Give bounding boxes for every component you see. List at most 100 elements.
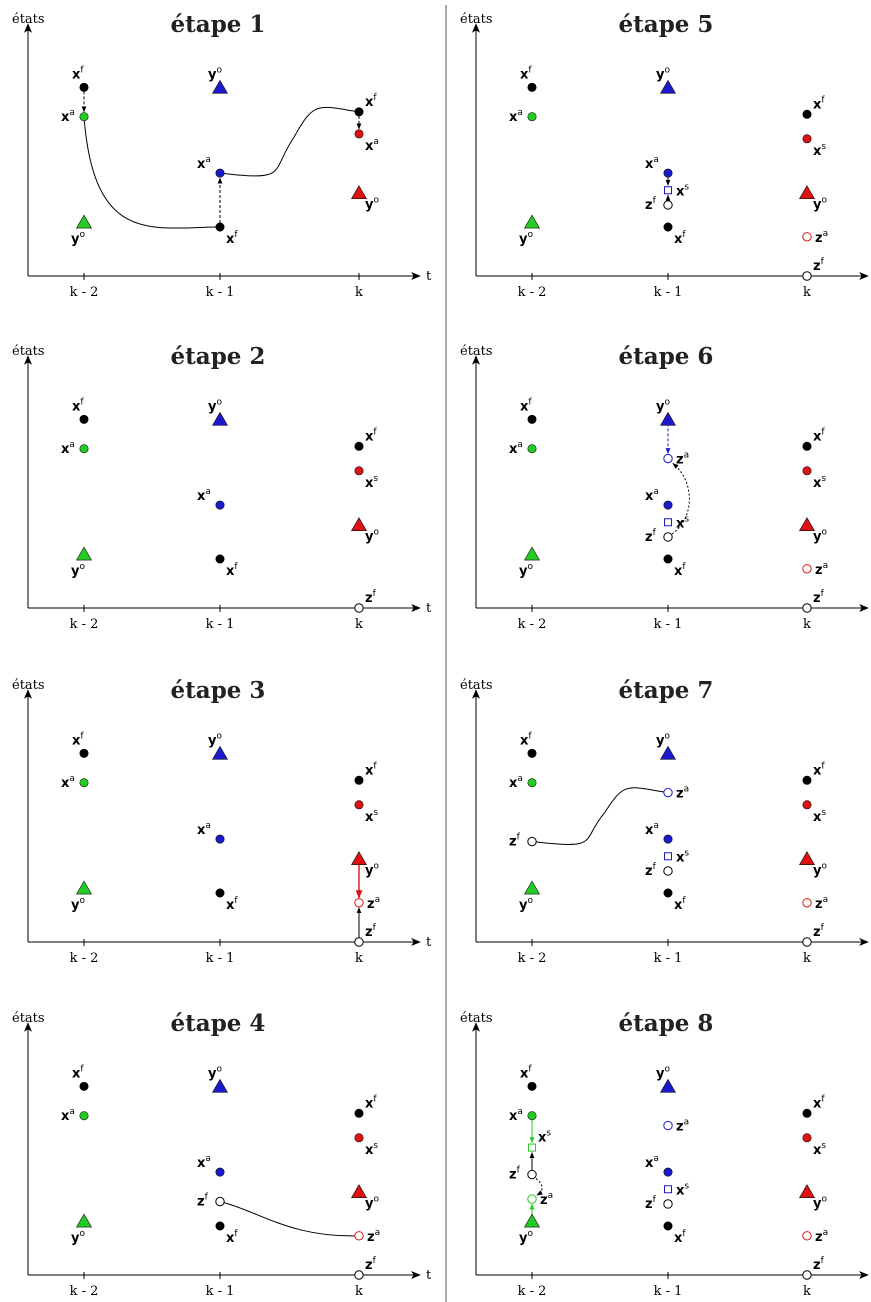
za-k-label: za — [367, 895, 380, 912]
yo-k1-label: yo — [208, 731, 222, 748]
zf-k-label: zf — [813, 589, 825, 606]
tick-label: k - 1 — [654, 951, 683, 966]
xa-k1-label: xa — [197, 821, 211, 838]
yo-k1-label: yo — [208, 1064, 222, 1081]
yo-k-marker — [798, 1184, 816, 1198]
xs-k-marker — [354, 1133, 364, 1143]
xs-k1-marker — [664, 852, 672, 861]
zf-k1-marker — [663, 200, 673, 210]
xs-k1-label: xs — [676, 182, 689, 199]
xa-k2-marker — [79, 1111, 89, 1121]
yo-k2-marker — [75, 1213, 93, 1228]
xs-k-marker — [802, 466, 812, 476]
yo-k2-label: yo — [71, 562, 85, 579]
yo-k1-label: yo — [656, 731, 670, 748]
y-axis-label: états — [460, 344, 493, 359]
xa-k-marker — [354, 129, 364, 139]
panel-title: étape 5 — [619, 11, 714, 38]
tick-label: k - 1 — [206, 951, 235, 966]
xf-k-label: xf — [813, 761, 825, 778]
tick-label: k - 1 — [206, 285, 235, 300]
trajectory-curve — [83, 116, 221, 229]
xf-k1-marker — [663, 1221, 673, 1231]
xs-k1-label: xs — [676, 848, 689, 865]
yo-k2-label: yo — [519, 896, 533, 913]
zf-k-marker — [802, 603, 812, 613]
xa-k1-marker — [663, 1167, 673, 1177]
xf-k-marker — [354, 441, 364, 451]
yo-k2-marker — [523, 546, 541, 561]
za-k-label: za — [367, 1228, 380, 1245]
yo-k2-marker — [75, 546, 93, 561]
xf-k1-label: xf — [226, 230, 238, 247]
yo-k1-marker — [659, 745, 677, 760]
xa-k2-label: xa — [61, 440, 75, 457]
xa-k2-label: xa — [61, 108, 75, 125]
xs-k1-marker — [664, 1185, 672, 1194]
xs-k1-marker — [664, 186, 672, 195]
xs-k-marker — [802, 134, 812, 144]
xa-k2-marker — [527, 1111, 537, 1121]
zf-k-label: zf — [813, 923, 825, 940]
yo-k-marker — [350, 851, 368, 866]
tick-label: k - 2 — [518, 1284, 547, 1299]
zf-k1-label: zf — [645, 196, 657, 213]
panel-title: étape 1 — [171, 11, 266, 38]
tick-label: k — [803, 617, 811, 632]
xa-k2-label: xa — [61, 1107, 75, 1124]
xa-k1-marker — [663, 500, 673, 510]
xf-k2-marker — [79, 414, 89, 424]
xs-k-label: xs — [813, 142, 826, 159]
zf-k-label: zf — [365, 1256, 377, 1273]
yo-k2-label: yo — [519, 1229, 533, 1246]
yo-k1-label: yo — [656, 1064, 670, 1081]
yo-k2-label: yo — [71, 1229, 85, 1246]
yo-k2-label: yo — [519, 562, 533, 579]
xa-k1-marker — [215, 168, 225, 178]
za-k1-label: za — [676, 785, 689, 802]
xf-k-label: xf — [813, 427, 825, 444]
xs-k2-label: xs — [538, 1129, 551, 1146]
xs-k1-label: xs — [676, 1181, 689, 1198]
panel-title: étape 7 — [619, 677, 714, 704]
za-k-label: za — [815, 895, 828, 912]
yo-k2-label: yo — [519, 230, 533, 247]
xf-k-marker — [354, 775, 364, 785]
xs-k-label: xs — [365, 1141, 378, 1158]
tick-label: k - 1 — [654, 285, 683, 300]
tick-label: k - 1 — [206, 1284, 235, 1299]
tick-label: k — [355, 951, 363, 966]
xa-k2-label: xa — [509, 774, 523, 791]
xf-k1-marker — [215, 1221, 225, 1231]
xf-k1-marker — [215, 554, 225, 564]
xf-k2-marker — [79, 82, 89, 92]
yo-k2-marker — [75, 880, 93, 895]
xs-k-marker — [802, 800, 812, 810]
yo-k1-marker — [211, 411, 229, 426]
xa-k2-marker — [527, 112, 537, 122]
yo-k2-marker — [75, 214, 93, 229]
xa-k2-marker — [527, 778, 537, 788]
xf-k-marker — [802, 441, 812, 451]
tick-label: k - 2 — [518, 285, 547, 300]
yo-k2-label: yo — [71, 896, 85, 913]
xf-k2-label: xf — [72, 65, 84, 82]
xf-k2-label: xf — [520, 397, 532, 414]
zf-k-marker — [802, 271, 812, 281]
yo-k-label: yo — [365, 862, 379, 879]
za-k1-marker — [663, 787, 673, 798]
xa-k2-label: xa — [61, 774, 75, 791]
yo-k-label: yo — [365, 1195, 379, 1212]
yo-k1-label: yo — [208, 397, 222, 414]
zf-k-label: zf — [365, 589, 377, 606]
zf-k2-marker — [527, 1169, 537, 1180]
za-k-label: za — [815, 1228, 828, 1245]
yo-k1-label: yo — [208, 65, 222, 82]
xf-k1-marker — [663, 554, 673, 564]
za-k-marker — [802, 232, 812, 242]
zf-k-marker — [354, 937, 364, 947]
y-axis-label: états — [12, 12, 45, 27]
tick-label: k - 2 — [70, 1284, 99, 1299]
yo-k-marker — [350, 517, 368, 532]
